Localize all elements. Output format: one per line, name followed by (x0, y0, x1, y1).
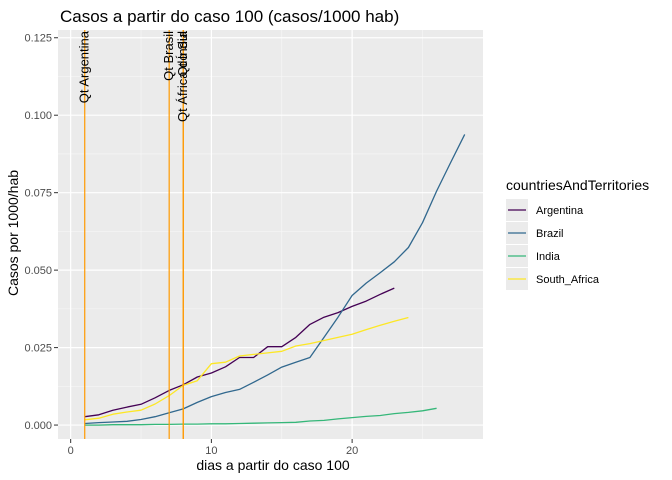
vline-label: Qt África do Sul (175, 31, 190, 122)
x-tick-label: 20 (346, 445, 358, 457)
vline-label: Qt Argentina (77, 30, 92, 103)
series-line-india (84, 407, 437, 426)
y-tick-label: 0.025 (24, 343, 52, 355)
vline-labels: Qt Argentina Qt Brasil Qt África do SulQt … (77, 30, 191, 122)
chart-title: Casos a partir do caso 100 (casos/1000 h… (60, 7, 399, 26)
vlines (84, 30, 184, 439)
series-lines (84, 134, 466, 426)
grid-minor (58, 30, 483, 439)
vline-label: Qt Índia (175, 30, 190, 76)
y-tick-label: 0.100 (24, 110, 52, 122)
y-axis: 0.000 0.025 0.050 0.075 0.100 0.125 (24, 33, 58, 432)
legend-label-india: India (536, 251, 561, 263)
plot-panel (58, 30, 483, 439)
series-line-brazil (84, 134, 466, 425)
legend: countriesAndTerritories Argentina Brazil I… (506, 177, 649, 290)
legend-title: countriesAndTerritories (506, 177, 649, 193)
x-axis: 0 10 20 (68, 439, 358, 457)
series-line-south_africa (84, 316, 409, 421)
legend-label-brazil: Brazil (536, 228, 564, 240)
x-tick-label: 0 (68, 445, 74, 457)
y-tick-label: 0.075 (24, 188, 52, 200)
y-axis-label: Casos por 1000/hab (5, 170, 21, 296)
legend-label-south_africa: South_Africa (536, 274, 600, 286)
vline-label: Qt Brasil (161, 31, 176, 81)
legend-label-argentina: Argentina (536, 205, 584, 217)
x-tick-label: 10 (205, 445, 217, 457)
y-tick-label: 0.125 (24, 33, 52, 45)
x-axis-label: dias a partir do caso 100 (196, 457, 350, 473)
y-tick-label: 0.050 (24, 265, 52, 277)
y-tick-label: 0.000 (24, 420, 52, 432)
